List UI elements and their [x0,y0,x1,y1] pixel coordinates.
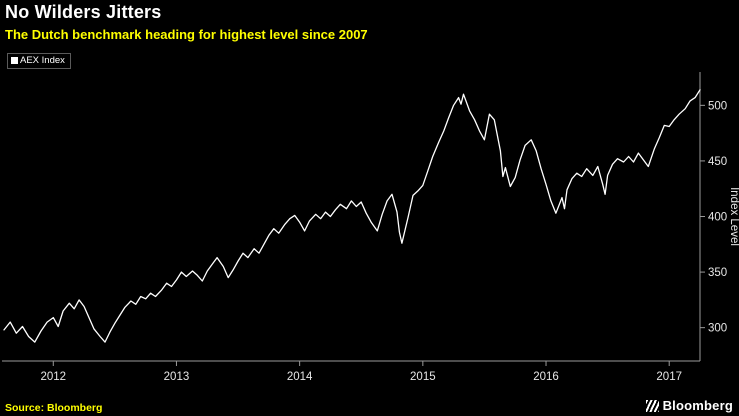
bloomberg-mark-icon [645,399,659,412]
x-tick-label: 2017 [656,371,682,383]
x-tick-label: 2016 [533,371,559,383]
bloomberg-logo: Bloomberg [645,398,733,413]
series-line [3,89,701,343]
x-tick-label: 2012 [40,371,66,383]
chart-legend: AEX Index [7,53,71,69]
legend-swatch-icon [11,57,18,64]
y-tick-label: 400 [708,212,727,224]
legend-label: AEX Index [20,55,65,66]
x-tick-label: 2013 [164,371,190,383]
chart-subtitle: The Dutch benchmark heading for highest … [5,27,368,42]
y-tick-label: 450 [708,156,727,168]
y-tick-label: 500 [708,100,727,112]
page-title: No Wilders Jitters [5,2,162,22]
y-tick-label: 350 [708,267,727,279]
x-tick-label: 2015 [410,371,436,383]
y-tick-label: 300 [708,323,727,335]
y-axis-title: Index Level [728,187,739,246]
bloomberg-wordmark: Bloomberg [662,398,733,413]
source-label: Source: Bloomberg [5,402,103,414]
x-tick-label: 2014 [287,371,313,383]
